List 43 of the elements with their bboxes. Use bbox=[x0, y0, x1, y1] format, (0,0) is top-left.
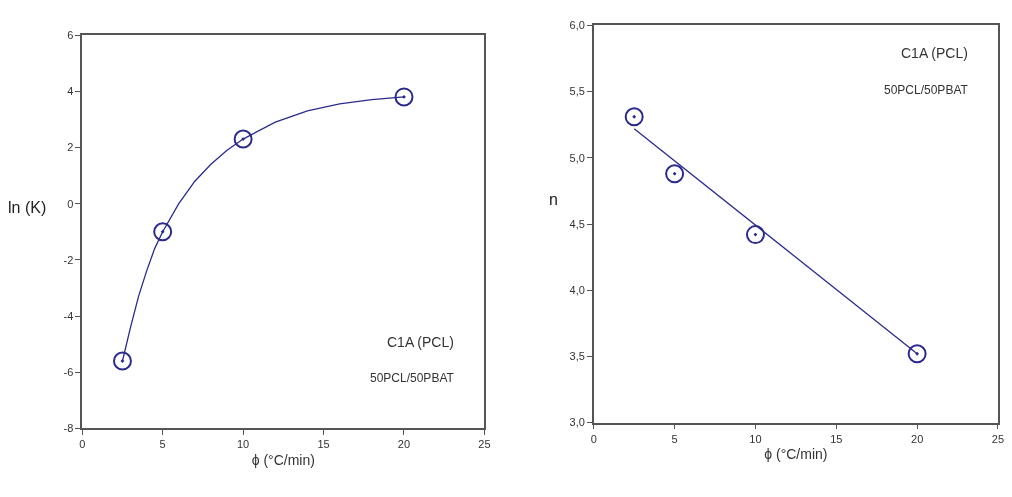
point bbox=[112, 351, 132, 371]
x-tick-label: 25 bbox=[991, 432, 1005, 445]
y-tick-label: 4,0 bbox=[569, 284, 585, 297]
y-tick-label: 6 bbox=[67, 28, 74, 41]
point bbox=[907, 344, 927, 364]
x-tick-label: 0 bbox=[590, 432, 597, 445]
y-tick-label: 5,0 bbox=[569, 151, 585, 164]
annotation: 50PCL/50PBAT bbox=[884, 83, 969, 97]
y-tick-label: 2 bbox=[67, 141, 74, 154]
y-axis-title: n bbox=[549, 191, 558, 208]
point bbox=[233, 129, 253, 149]
x-tick-label: 10 bbox=[236, 438, 250, 451]
y-tick-label: -8 bbox=[63, 422, 74, 435]
x-tick-label: 20 bbox=[911, 432, 924, 445]
point bbox=[745, 225, 765, 245]
x-axis-title: ϕ (°C/min) bbox=[764, 446, 828, 463]
point bbox=[624, 107, 644, 127]
x-tick-label: 10 bbox=[749, 432, 762, 445]
y-axis-title: ln (K) bbox=[8, 199, 47, 216]
x-tick-label: 15 bbox=[317, 438, 330, 451]
y-tick-label: 5,5 bbox=[569, 85, 585, 98]
x-tick-label: 20 bbox=[397, 438, 411, 451]
y-tick-label: 0 bbox=[67, 197, 74, 210]
y-tick-label: -2 bbox=[63, 253, 74, 266]
point bbox=[394, 87, 414, 107]
y-tick-label: 4 bbox=[67, 85, 74, 98]
x-tick-label: 15 bbox=[830, 432, 843, 445]
x-tick-label: 5 bbox=[671, 432, 678, 445]
point bbox=[153, 222, 173, 242]
annotation: C1A (PCL) bbox=[387, 334, 454, 350]
y-tick-label: 3,5 bbox=[569, 350, 585, 363]
annotation: C1A (PCL) bbox=[901, 45, 968, 61]
point bbox=[665, 164, 685, 184]
y-tick-label: 3,0 bbox=[569, 416, 585, 429]
y-tick-label: 6,0 bbox=[569, 19, 585, 32]
x-tick-label: 5 bbox=[159, 438, 166, 451]
y-tick-label: -6 bbox=[63, 366, 74, 379]
y-tick-label: 4,5 bbox=[569, 217, 585, 230]
x-tick-label: 0 bbox=[79, 438, 86, 451]
x-tick-label: 25 bbox=[478, 438, 491, 451]
annotation: 50PCL/50PBAT bbox=[370, 371, 455, 385]
x-axis-title: ϕ (°C/min) bbox=[251, 452, 315, 469]
y-tick-label: -4 bbox=[63, 309, 74, 322]
